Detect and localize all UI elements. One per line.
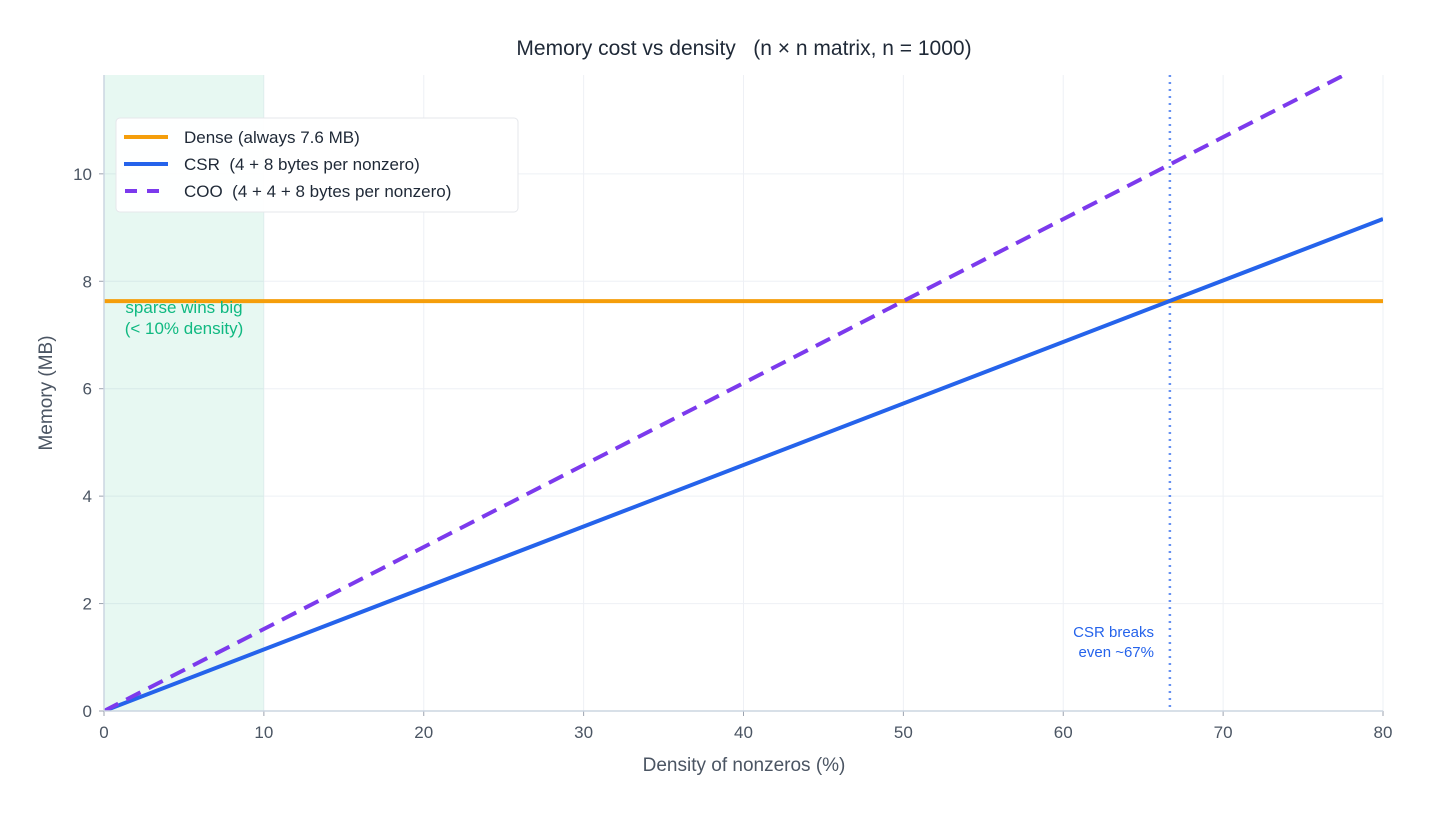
series-line-2 bbox=[104, 75, 1349, 711]
x-tick-label: 80 bbox=[1374, 723, 1393, 742]
x-tick-label: 10 bbox=[254, 723, 273, 742]
y-tick-label: 2 bbox=[83, 595, 92, 614]
y-tick-label: 10 bbox=[73, 165, 92, 184]
legend: Dense (always 7.6 MB) CSR (4 + 8 bytes pe… bbox=[115, 117, 519, 213]
shade-label-line1: sparse wins big bbox=[125, 298, 242, 317]
chart-title: Memory cost vs density (n × n matrix, n … bbox=[516, 37, 971, 60]
x-axis-label: Density of nonzeros (%) bbox=[643, 755, 846, 776]
legend-label-0: Dense (always 7.6 MB) bbox=[184, 128, 360, 147]
x-tick-label: 30 bbox=[574, 723, 593, 742]
breakeven-label-line1: CSR breaks bbox=[1073, 624, 1154, 641]
x-tick-label: 60 bbox=[1054, 723, 1073, 742]
breakeven-label-line2: even ~67% bbox=[1079, 644, 1154, 661]
y-tick-label: 6 bbox=[83, 380, 92, 399]
y-tick-label: 4 bbox=[83, 487, 92, 506]
x-tick-label: 70 bbox=[1214, 723, 1233, 742]
axes: 0 10 20 30 40 50 60 70 80 0 2 4 6 8 10 bbox=[73, 75, 1392, 742]
y-tick-label: 8 bbox=[83, 272, 92, 291]
y-tick-label: 0 bbox=[83, 702, 92, 721]
legend-label-1: CSR (4 + 8 bytes per nonzero) bbox=[184, 155, 420, 174]
shade-label-line2: (< 10% density) bbox=[125, 319, 244, 338]
legend-label-2: COO (4 + 4 + 8 bytes per nonzero) bbox=[184, 182, 451, 201]
x-tick-label: 20 bbox=[414, 723, 433, 742]
y-axis-label: Memory (MB) bbox=[36, 335, 57, 450]
x-tick-label: 50 bbox=[894, 723, 913, 742]
x-tick-label: 0 bbox=[99, 723, 108, 742]
x-tick-label: 40 bbox=[734, 723, 753, 742]
